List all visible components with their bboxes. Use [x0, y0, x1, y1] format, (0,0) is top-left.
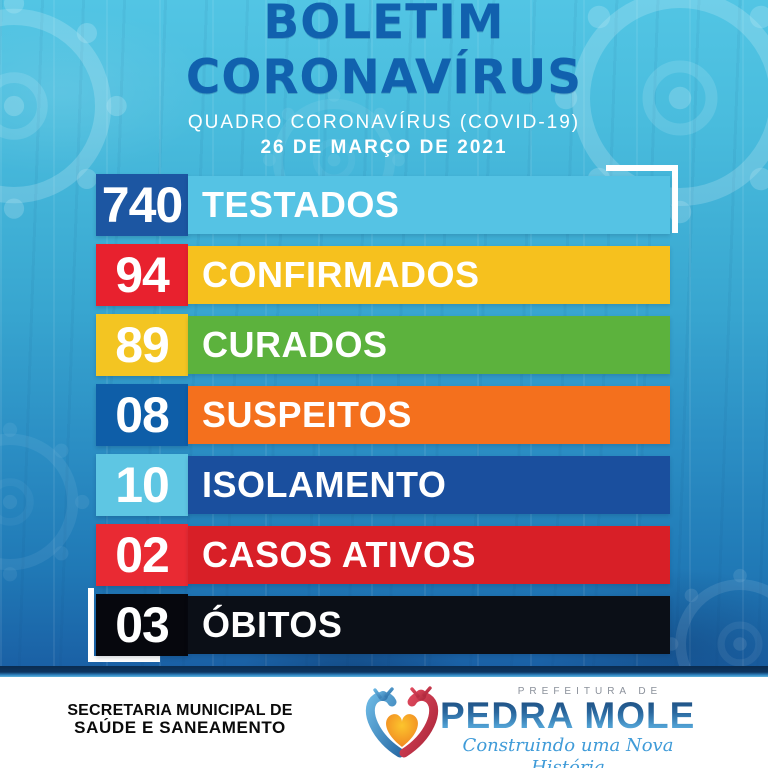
stat-value-box: 94 [96, 244, 188, 306]
page-title: BOLETIM CORONAVÍRUS [0, 0, 768, 105]
footer-divider [0, 666, 768, 677]
city-hall-logo: PREFEITURA DE PEDRA MOLE Construindo uma… [440, 686, 696, 768]
stat-bar: CONFIRMADOS [188, 246, 670, 304]
stat-row-obitos: 03 ÓBITOS [96, 594, 670, 656]
stat-value-box: 10 [96, 454, 188, 516]
date-label: 26 DE MARÇO DE 2021 [260, 137, 508, 158]
logo-name: PEDRA MOLE [440, 695, 696, 736]
department-name: SECRETARIA MUNICIPAL DE SAÚDE E SANEAMEN… [50, 702, 310, 736]
stat-row-isolamento: 10 ISOLAMENTO [96, 454, 670, 516]
stat-value-box: 89 [96, 314, 188, 376]
page-title-line1: BOLETIM [263, 0, 505, 50]
department-line1: SECRETARIA MUNICIPAL DE [67, 702, 293, 719]
stat-row-curados: 89 CURADOS [96, 314, 670, 376]
stat-bar: SUSPEITOS [188, 386, 670, 444]
page-title-line2: CORONAVÍRUS [185, 50, 583, 105]
stat-value: 89 [115, 317, 170, 373]
stat-row-testados: 740 TESTADOS [96, 174, 670, 236]
stat-value-box: 03 [96, 594, 188, 656]
stat-value: 02 [115, 527, 170, 583]
logo-tagline: Construindo uma Nova História [462, 735, 674, 768]
stat-value: 740 [101, 177, 183, 233]
footer: SECRETARIA MUNICIPAL DE SAÚDE E SANEAMEN… [0, 677, 768, 768]
stat-row-suspeitos: 08 SUSPEITOS [96, 384, 670, 446]
stat-label: ÓBITOS [202, 604, 343, 645]
stat-label: SUSPEITOS [202, 394, 412, 435]
stat-label: TESTADOS [202, 184, 400, 225]
stat-label: CURADOS [202, 324, 388, 365]
stat-row-confirmados: 94 CONFIRMADOS [96, 244, 670, 306]
stat-bar: TESTADOS [188, 176, 670, 234]
page-subtitle: QUADRO CORONAVÍRUS (COVID-19) [187, 112, 581, 133]
stat-value-box: 02 [96, 524, 188, 586]
stat-bar: CURADOS [188, 316, 670, 374]
logo-small-text: PREFEITURA DE [517, 686, 663, 697]
stat-value: 03 [115, 597, 170, 653]
stat-bar: ISOLAMENTO [188, 456, 670, 514]
stat-bar: ÓBITOS [188, 596, 670, 654]
stat-bar: CASOS ATIVOS [188, 526, 670, 584]
stat-value: 08 [115, 387, 170, 443]
stat-value: 94 [115, 247, 170, 303]
stat-row-casos-ativos: 02 CASOS ATIVOS [96, 524, 670, 586]
stats-list: 740 TESTADOS 94 CONFIRMADOS 89 CURADOS 0… [96, 174, 670, 656]
stat-label: CONFIRMADOS [202, 254, 480, 295]
department-line2: SAÚDE E SANEAMENTO [74, 718, 286, 737]
corner-bracket-bottom-left-icon [88, 588, 160, 662]
stat-value-box: 08 [96, 384, 188, 446]
corner-bracket-top-right-icon [606, 165, 678, 233]
people-heart-logo-icon [362, 686, 442, 765]
stat-value: 10 [115, 457, 170, 513]
stat-label: CASOS ATIVOS [202, 534, 477, 575]
stat-label: ISOLAMENTO [202, 464, 447, 505]
stat-value-box: 740 [96, 174, 188, 236]
